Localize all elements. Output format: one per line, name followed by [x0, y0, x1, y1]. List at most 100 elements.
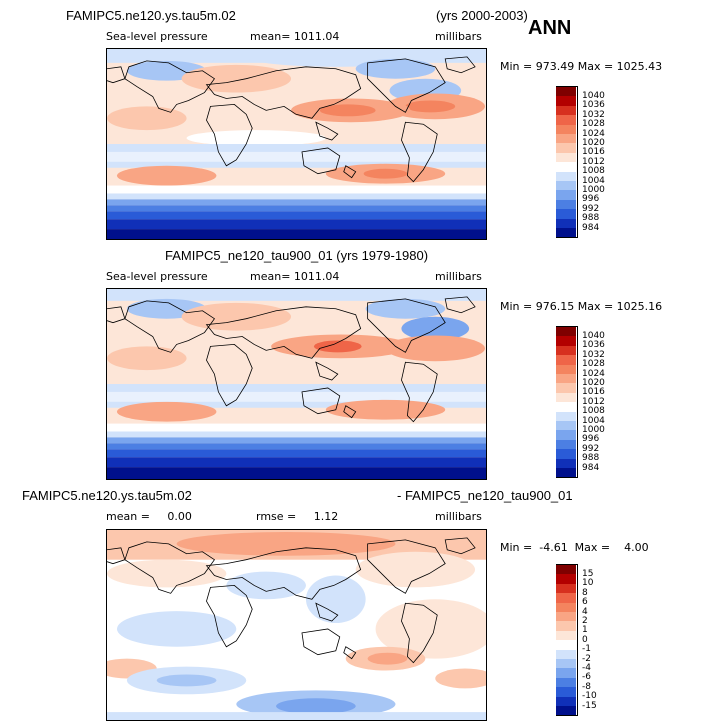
panel1-tick: 1020 — [582, 138, 605, 148]
panel1-swatch-12 — [556, 199, 576, 210]
panel2-units: millibars — [435, 270, 482, 283]
panel2-tick: 1008 — [582, 406, 605, 417]
panel3-tick: 6 — [582, 597, 588, 608]
season-label: ANN — [528, 17, 572, 39]
panel3-tick: 0 — [582, 634, 588, 645]
panel3-tick: 4 — [582, 606, 588, 617]
panel1-tick: 984 — [582, 222, 600, 233]
panel2-tick: 1020 — [582, 378, 605, 388]
panel2-coastlines — [107, 296, 476, 423]
panel1-tick: 1012 — [582, 156, 605, 167]
panel2-swatch-0 — [556, 327, 576, 337]
panel3-swatch-6 — [556, 621, 576, 631]
panel1-mean: mean= 1011.04 — [250, 30, 340, 43]
panel1-tick: 1032 — [582, 109, 605, 120]
panel2-tick: 1036 — [582, 340, 605, 351]
panel1-tick: 1024 — [582, 128, 605, 139]
panel3-swatch-3 — [556, 593, 576, 603]
panel2-tick: 1024 — [582, 368, 605, 379]
panel2-variable: Sea-level pressure — [106, 270, 208, 283]
panel1-swatch-3 — [556, 115, 576, 125]
panel1-swatch-15 — [556, 228, 576, 237]
panel2-swatch-5 — [556, 374, 576, 384]
panel2-map — [106, 288, 487, 480]
panel1-title-right: (yrs 2000-2003) — [436, 8, 528, 23]
panel2-swatch-3 — [556, 355, 576, 365]
panel3-swatch-10 — [556, 659, 576, 669]
panel1-swatch-6 — [556, 143, 576, 153]
panel2-colorbar: 1040 1036 1032 1028 1024 1020 1016 1012 … — [556, 326, 605, 478]
panel1-swatch-11 — [556, 190, 576, 200]
panel1-swatch-9 — [556, 171, 576, 181]
panel3-tick: -6 — [582, 672, 591, 683]
panel1-tick: 1036 — [582, 100, 605, 111]
panel2-tick: 1004 — [582, 415, 605, 426]
panel2-tick: 984 — [582, 462, 600, 473]
panel2-swatch-2 — [556, 345, 576, 356]
panel1-tick: 1004 — [582, 175, 605, 186]
panel1-swatch-10 — [556, 181, 576, 191]
panel3-title-right: - FAMIPC5_ne120_tau900_01 — [397, 488, 573, 503]
panel3-tick: 1 — [582, 625, 588, 636]
panel3-mean: mean = 0.00 — [106, 510, 192, 523]
panel2-tick: 1000 — [582, 425, 605, 435]
panel2-swatch-11 — [556, 430, 576, 440]
panel3-tick: -4 — [582, 663, 591, 673]
panel2-swatch-8 — [556, 402, 576, 412]
panel3-swatch-15 — [556, 706, 576, 715]
panel1-title-left: FAMIPC5.ne120.ys.tau5m.02 — [66, 8, 236, 23]
panel3-swatch-7 — [556, 630, 576, 641]
panel3-swatch-12 — [556, 677, 576, 688]
panel3-swatch-14 — [556, 696, 576, 706]
panel2-mean: mean= 1011.04 — [250, 270, 340, 283]
panel3-tick: -1 — [582, 644, 591, 655]
panel1-tick: 988 — [582, 213, 600, 224]
panel1-swatch-13 — [556, 209, 576, 219]
panel2-swatch-9 — [556, 411, 576, 421]
panel3-colorbar: 15 10 8 6 4 2 1 0 -1 -2 -4 -6 -8 -10 -15 — [556, 564, 597, 716]
panel3-tick: 2 — [582, 616, 588, 626]
panel3-swatch-11 — [556, 668, 576, 678]
panel2-tick: 1028 — [582, 359, 605, 370]
panel1-swatch-5 — [556, 134, 576, 144]
panel3-rmse: rmse = 1.12 — [256, 510, 339, 523]
panel2-swatch-4 — [556, 364, 576, 374]
panel3-tick: 8 — [582, 587, 588, 598]
panel2-minmax: Min = 976.15 Max = 1025.16 — [500, 300, 663, 313]
panel1-variable: Sea-level pressure — [106, 30, 208, 43]
panel1-minmax: Min = 973.49 Max = 1025.43 — [500, 60, 663, 73]
panel3-tick: -8 — [582, 681, 591, 692]
panel1-units: millibars — [435, 30, 482, 43]
panel1-tick: 1000 — [582, 185, 605, 195]
panel2-tick: 1040 — [582, 331, 605, 341]
panel3-swatch-1 — [556, 574, 576, 584]
panel1-swatch-4 — [556, 124, 576, 134]
panel2-swatch-10 — [556, 421, 576, 431]
panel2-tick: 988 — [582, 453, 600, 464]
panel1-tick: 1016 — [582, 147, 605, 158]
panel3-swatch-9 — [556, 649, 576, 659]
panel1-coastlines — [107, 56, 476, 183]
panel1-tick: 1028 — [582, 119, 605, 130]
panel2-swatch-7 — [556, 392, 576, 403]
panel3-swatch-13 — [556, 687, 576, 697]
panel3-swatch-4 — [556, 602, 576, 612]
panel3-map — [106, 529, 487, 721]
panel3-swatch-5 — [556, 612, 576, 622]
panel2-contour-field — [107, 289, 486, 479]
panel1-swatch-8 — [556, 162, 576, 172]
panel2-swatch-12 — [556, 439, 576, 450]
panel2-tick: 1012 — [582, 396, 605, 407]
panel2-title-left: FAMIPC5_ne120_tau900_01 (yrs 1979-1980) — [165, 248, 429, 263]
panel1-swatch-7 — [556, 152, 576, 163]
panel3-tick: -2 — [582, 653, 591, 664]
panel1-swatch-1 — [556, 96, 576, 106]
panel3-minmax: Min = -4.61 Max = 4.00 — [500, 541, 649, 554]
panel2-swatch-1 — [556, 336, 576, 346]
panel2-swatch-13 — [556, 449, 576, 459]
panel3-tick: -15 — [582, 700, 597, 711]
panel2-tick: 992 — [582, 443, 600, 454]
panel3-tick: 10 — [582, 578, 594, 589]
panel2-tick: 1032 — [582, 349, 605, 360]
panel1-colorbar: 1040 1036 1032 1028 1024 1020 1016 1012 … — [556, 86, 605, 238]
